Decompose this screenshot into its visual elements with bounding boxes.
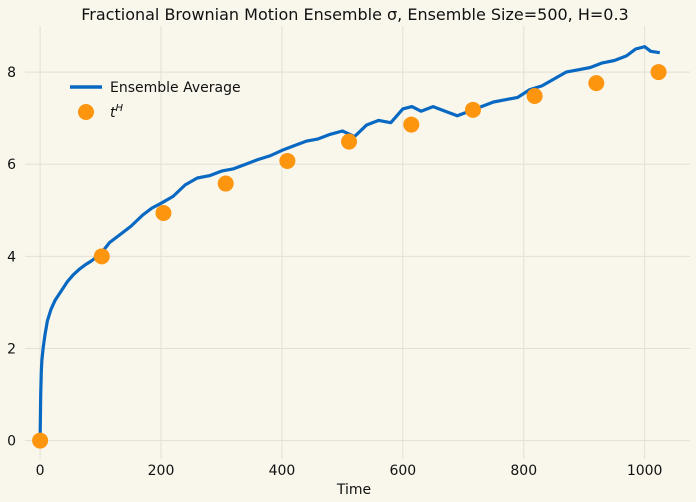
scatter-point-t-h (526, 88, 543, 105)
y-tick-label: 2 (7, 341, 16, 357)
x-tick-label: 600 (389, 463, 416, 479)
scatter-point-t-h (155, 205, 172, 222)
scatter-point-t-h (464, 101, 481, 118)
x-axis-label: Time (336, 482, 371, 498)
x-tick-label: 800 (510, 463, 537, 479)
series-line-ensemble-average (38, 45, 661, 441)
scatter-point-t-h (32, 432, 49, 449)
y-tick-label: 0 (7, 434, 16, 450)
plot-area (32, 45, 667, 449)
scatter-point-t-h (279, 152, 296, 169)
legend-marker-swatch (78, 104, 94, 120)
scatter-point-t-h (217, 175, 234, 192)
scatter-point-t-h (93, 248, 110, 265)
grid (25, 26, 690, 459)
scatter-point-t-h (588, 75, 605, 92)
y-axis-ticks: 0 2 4 6 8 (7, 65, 16, 450)
legend: Ensemble Average tH (70, 80, 241, 121)
x-tick-label: 1000 (627, 463, 663, 479)
x-tick-label: 400 (269, 463, 296, 479)
scatter-point-t-h (650, 64, 667, 81)
legend-label-t-h: tH (110, 103, 124, 121)
scatter-point-t-h (403, 116, 420, 133)
chart-title: Fractional Brownian Motion Ensemble σ, E… (81, 5, 628, 24)
scatter-point-t-h (341, 133, 358, 150)
y-tick-label: 8 (7, 65, 16, 81)
x-tick-label: 0 (36, 463, 45, 479)
y-tick-label: 4 (7, 249, 16, 265)
x-tick-label: 200 (148, 463, 175, 479)
legend-label-ensemble-average: Ensemble Average (110, 80, 241, 96)
y-tick-label: 6 (7, 157, 16, 173)
x-axis-ticks: 0 200 400 600 800 1000 (36, 463, 663, 479)
